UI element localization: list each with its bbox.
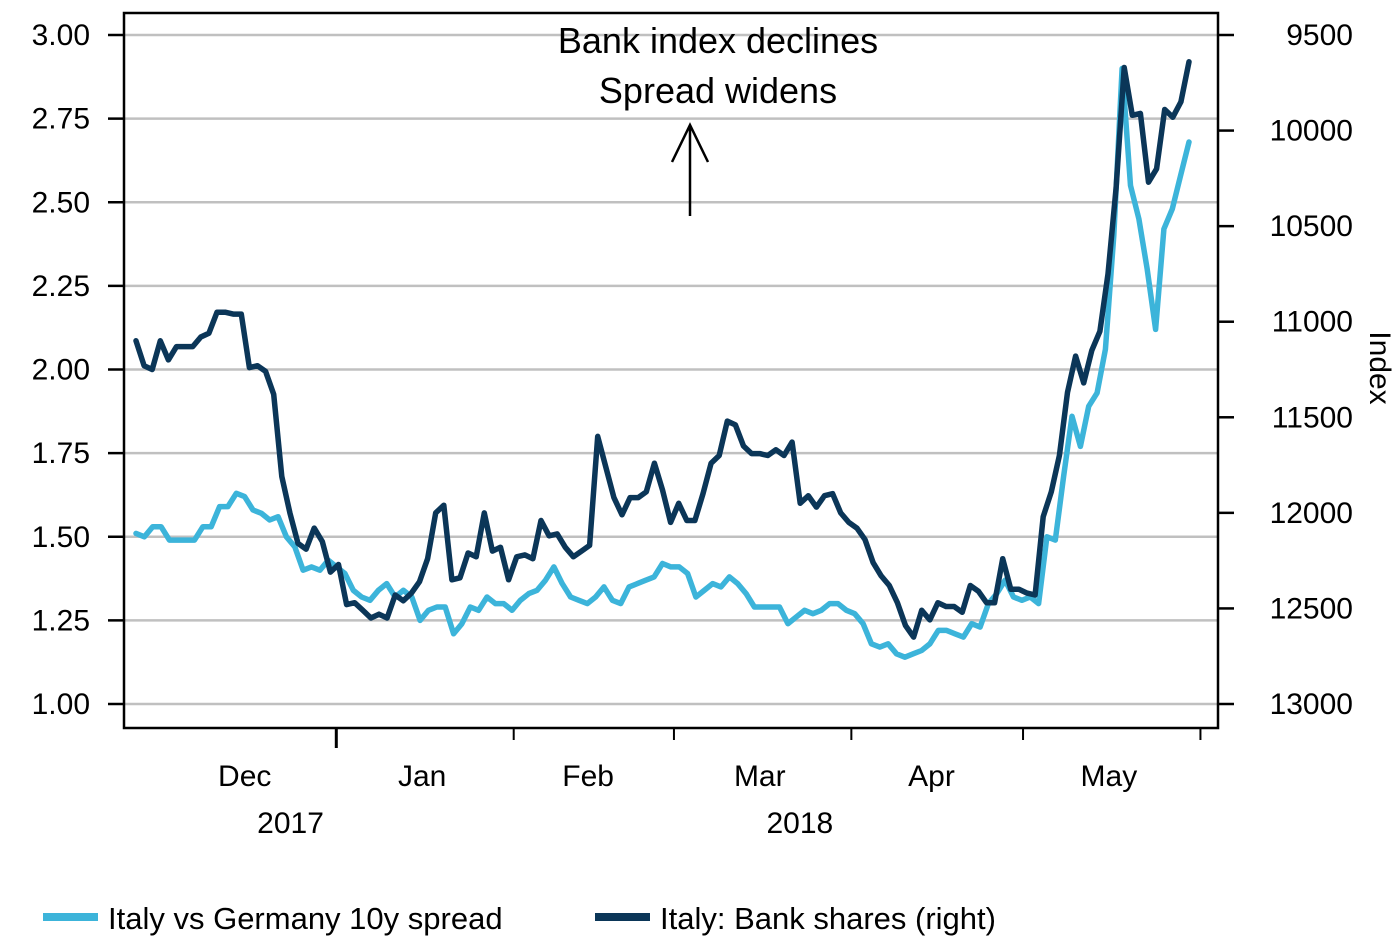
x-month-label: Feb [562,760,614,793]
right-tick-label: 13000 [1270,688,1353,721]
annotation-line-1: Bank index declines [558,20,878,61]
right-tick-label: 12500 [1270,592,1353,625]
right-tick-label: 12000 [1270,497,1353,530]
annotation: Bank index declines Spread widens [558,20,878,216]
right-axis-title: Index [1363,331,1396,404]
left-tick-label: 2.25 [32,270,90,303]
left-tick-label: 1.00 [32,688,90,721]
right-tick-label: 11500 [1272,401,1353,434]
x-month-label: Apr [908,760,955,793]
x-month-label: May [1081,760,1138,793]
right-tick-label: 10500 [1270,210,1353,243]
left-tick-label: 1.50 [32,521,90,554]
gridlines [124,33,1218,706]
left-tick-label: 2.00 [32,354,90,387]
x-month-label: Jan [398,760,446,793]
legend-label-spread: Italy vs Germany 10y spread [108,901,503,936]
arrow-up-icon [670,122,710,216]
x-year-label: 2018 [766,807,833,840]
x-axis: Dec Jan Feb Mar Apr May 2017 2018 [218,728,1202,840]
legend: Italy vs Germany 10y spread Italy: Bank … [43,901,996,936]
right-tick-label: 11000 [1272,306,1353,339]
left-tick-label: 1.75 [32,437,90,470]
series-layer [133,59,1192,660]
legend-label-bank: Italy: Bank shares (right) [660,901,996,936]
left-tick-label: 2.50 [32,186,90,219]
left-axis: 1.00 1.25 1.50 1.75 2.00 2.25 2.50 2.75 3.00 [32,19,124,721]
right-tick-label: 10000 [1270,115,1353,148]
series-line-spread [133,65,1192,660]
left-tick-label: 1.25 [32,604,90,637]
right-axis: 9500 10000 10500 11000 11500 12000 12500 13000 [1218,19,1353,721]
right-tick-label: 9500 [1286,19,1353,52]
series-line-bank [133,59,1192,640]
x-month-label: Mar [734,760,786,793]
x-year-label: 2017 [257,807,324,840]
annotation-line-2: Spread widens [599,70,837,111]
left-tick-label: 2.75 [32,103,90,136]
x-month-label: Dec [218,760,271,793]
left-tick-label: 3.00 [32,19,90,52]
